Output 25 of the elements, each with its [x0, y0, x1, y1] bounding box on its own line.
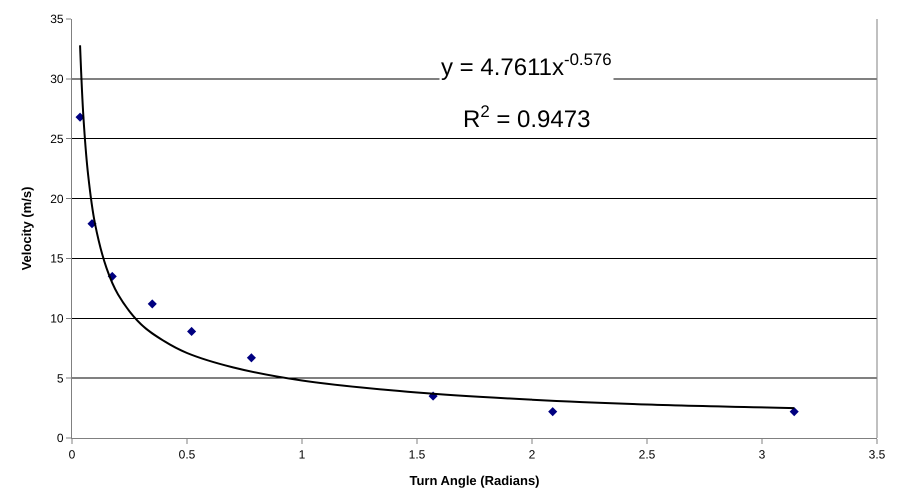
point	[790, 407, 799, 416]
x-tick-label: 0.5	[178, 447, 196, 462]
annotation: R$^{2}$ = 0.9473	[463, 102, 590, 134]
y-tick-label: 5	[56, 371, 64, 386]
y-tick-label: 20	[50, 192, 64, 206]
y-tick-label: 35	[50, 12, 64, 26]
x-axis-title: Turn Angle (Radians)	[410, 473, 540, 488]
y-tick-label: 30	[50, 72, 64, 86]
x-tick-label: 1	[298, 447, 306, 462]
point	[148, 299, 157, 308]
x-tick-label: 2.5	[638, 447, 656, 462]
x-tick-label: 3.5	[868, 447, 886, 462]
annotation: y = 4.7611x$^{-0.576}$	[441, 50, 612, 82]
y-tick-label: 15	[50, 252, 64, 266]
point	[548, 407, 558, 416]
y-axis-title: Velocity (m/s)	[19, 186, 34, 270]
point	[246, 353, 256, 362]
x-tick-label: 1.5	[408, 447, 426, 462]
x-tick-label: 3	[758, 447, 766, 462]
y-tick-label: 0	[56, 431, 64, 446]
y-tick-label: 25	[50, 132, 64, 146]
point	[187, 326, 196, 336]
x-tick-label: 0	[68, 447, 76, 462]
x-tick-label: 2	[528, 447, 536, 462]
y-tick-label: 10	[50, 311, 64, 326]
